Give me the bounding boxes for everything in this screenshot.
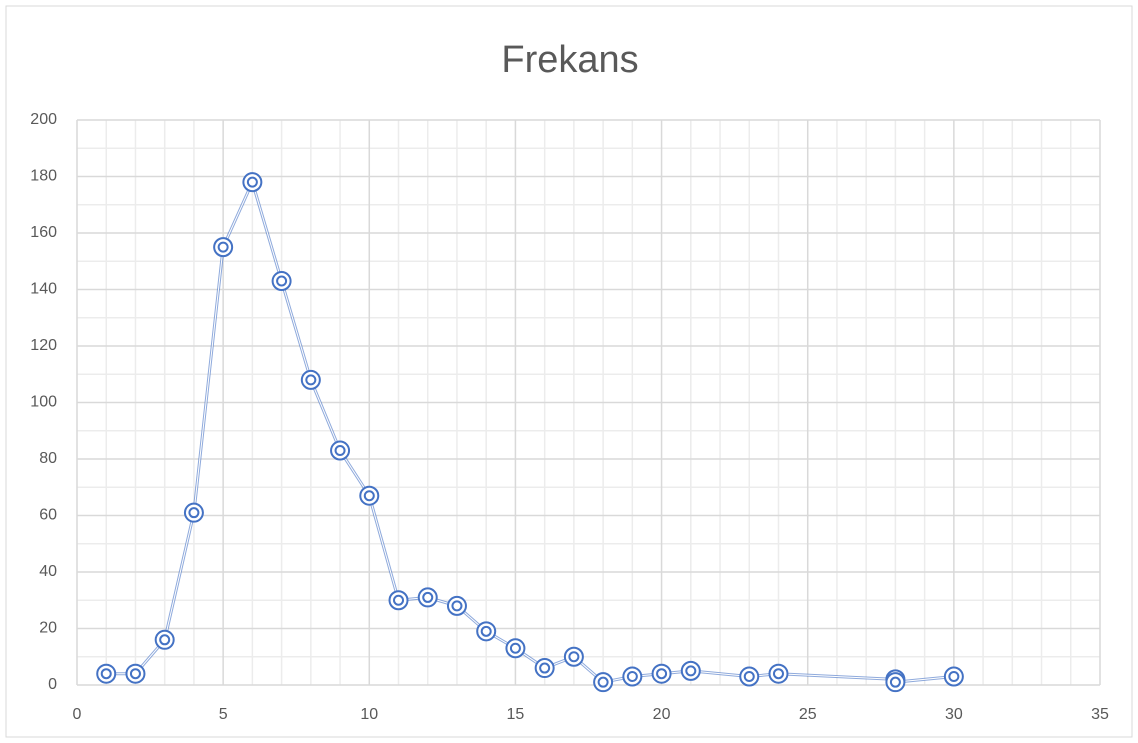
marker-inner [451, 600, 463, 612]
chart-title: Frekans [501, 39, 638, 81]
marker-inner [626, 671, 638, 683]
y-tick-label: 80 [39, 450, 57, 467]
chart-border [5, 5, 1133, 738]
marker-inner [743, 671, 755, 683]
marker-inner [100, 668, 112, 680]
y-tick-label: 140 [30, 281, 57, 298]
marker-inner [948, 671, 960, 683]
marker-inner [685, 665, 697, 677]
marker-inner [393, 594, 405, 606]
y-tick-label: 20 [39, 620, 57, 637]
y-tick-label: 200 [30, 111, 57, 128]
marker-inner [129, 668, 141, 680]
x-tick-label: 5 [219, 706, 228, 723]
x-tick-label: 25 [799, 706, 817, 723]
y-tick-label: 120 [30, 337, 57, 354]
marker-inner [217, 241, 229, 253]
marker-inner [480, 625, 492, 637]
y-tick-label: 180 [30, 168, 57, 185]
x-tick-label: 20 [653, 706, 671, 723]
marker-inner [656, 668, 668, 680]
marker-inner [772, 668, 784, 680]
x-tick-label: 10 [360, 706, 378, 723]
marker-inner [568, 651, 580, 663]
marker-inner [889, 676, 901, 688]
marker-inner [159, 634, 171, 646]
y-tick-label: 0 [48, 676, 57, 693]
x-tick-label: 30 [945, 706, 963, 723]
y-tick-label: 100 [30, 394, 57, 411]
marker-inner [509, 642, 521, 654]
y-tick-label: 60 [39, 507, 57, 524]
marker-inner [188, 507, 200, 519]
marker-inner [363, 490, 375, 502]
marker-inner [276, 275, 288, 287]
marker-inner [305, 374, 317, 386]
marker-inner [422, 591, 434, 603]
x-tick-label: 15 [507, 706, 525, 723]
x-tick-label: 0 [73, 706, 82, 723]
marker-inner [597, 676, 609, 688]
marker-inner [334, 445, 346, 457]
marker-inner [246, 176, 258, 188]
x-tick-label: 35 [1091, 706, 1109, 723]
marker-inner [539, 662, 551, 674]
y-tick-label: 160 [30, 224, 57, 241]
y-tick-label: 40 [39, 563, 57, 580]
